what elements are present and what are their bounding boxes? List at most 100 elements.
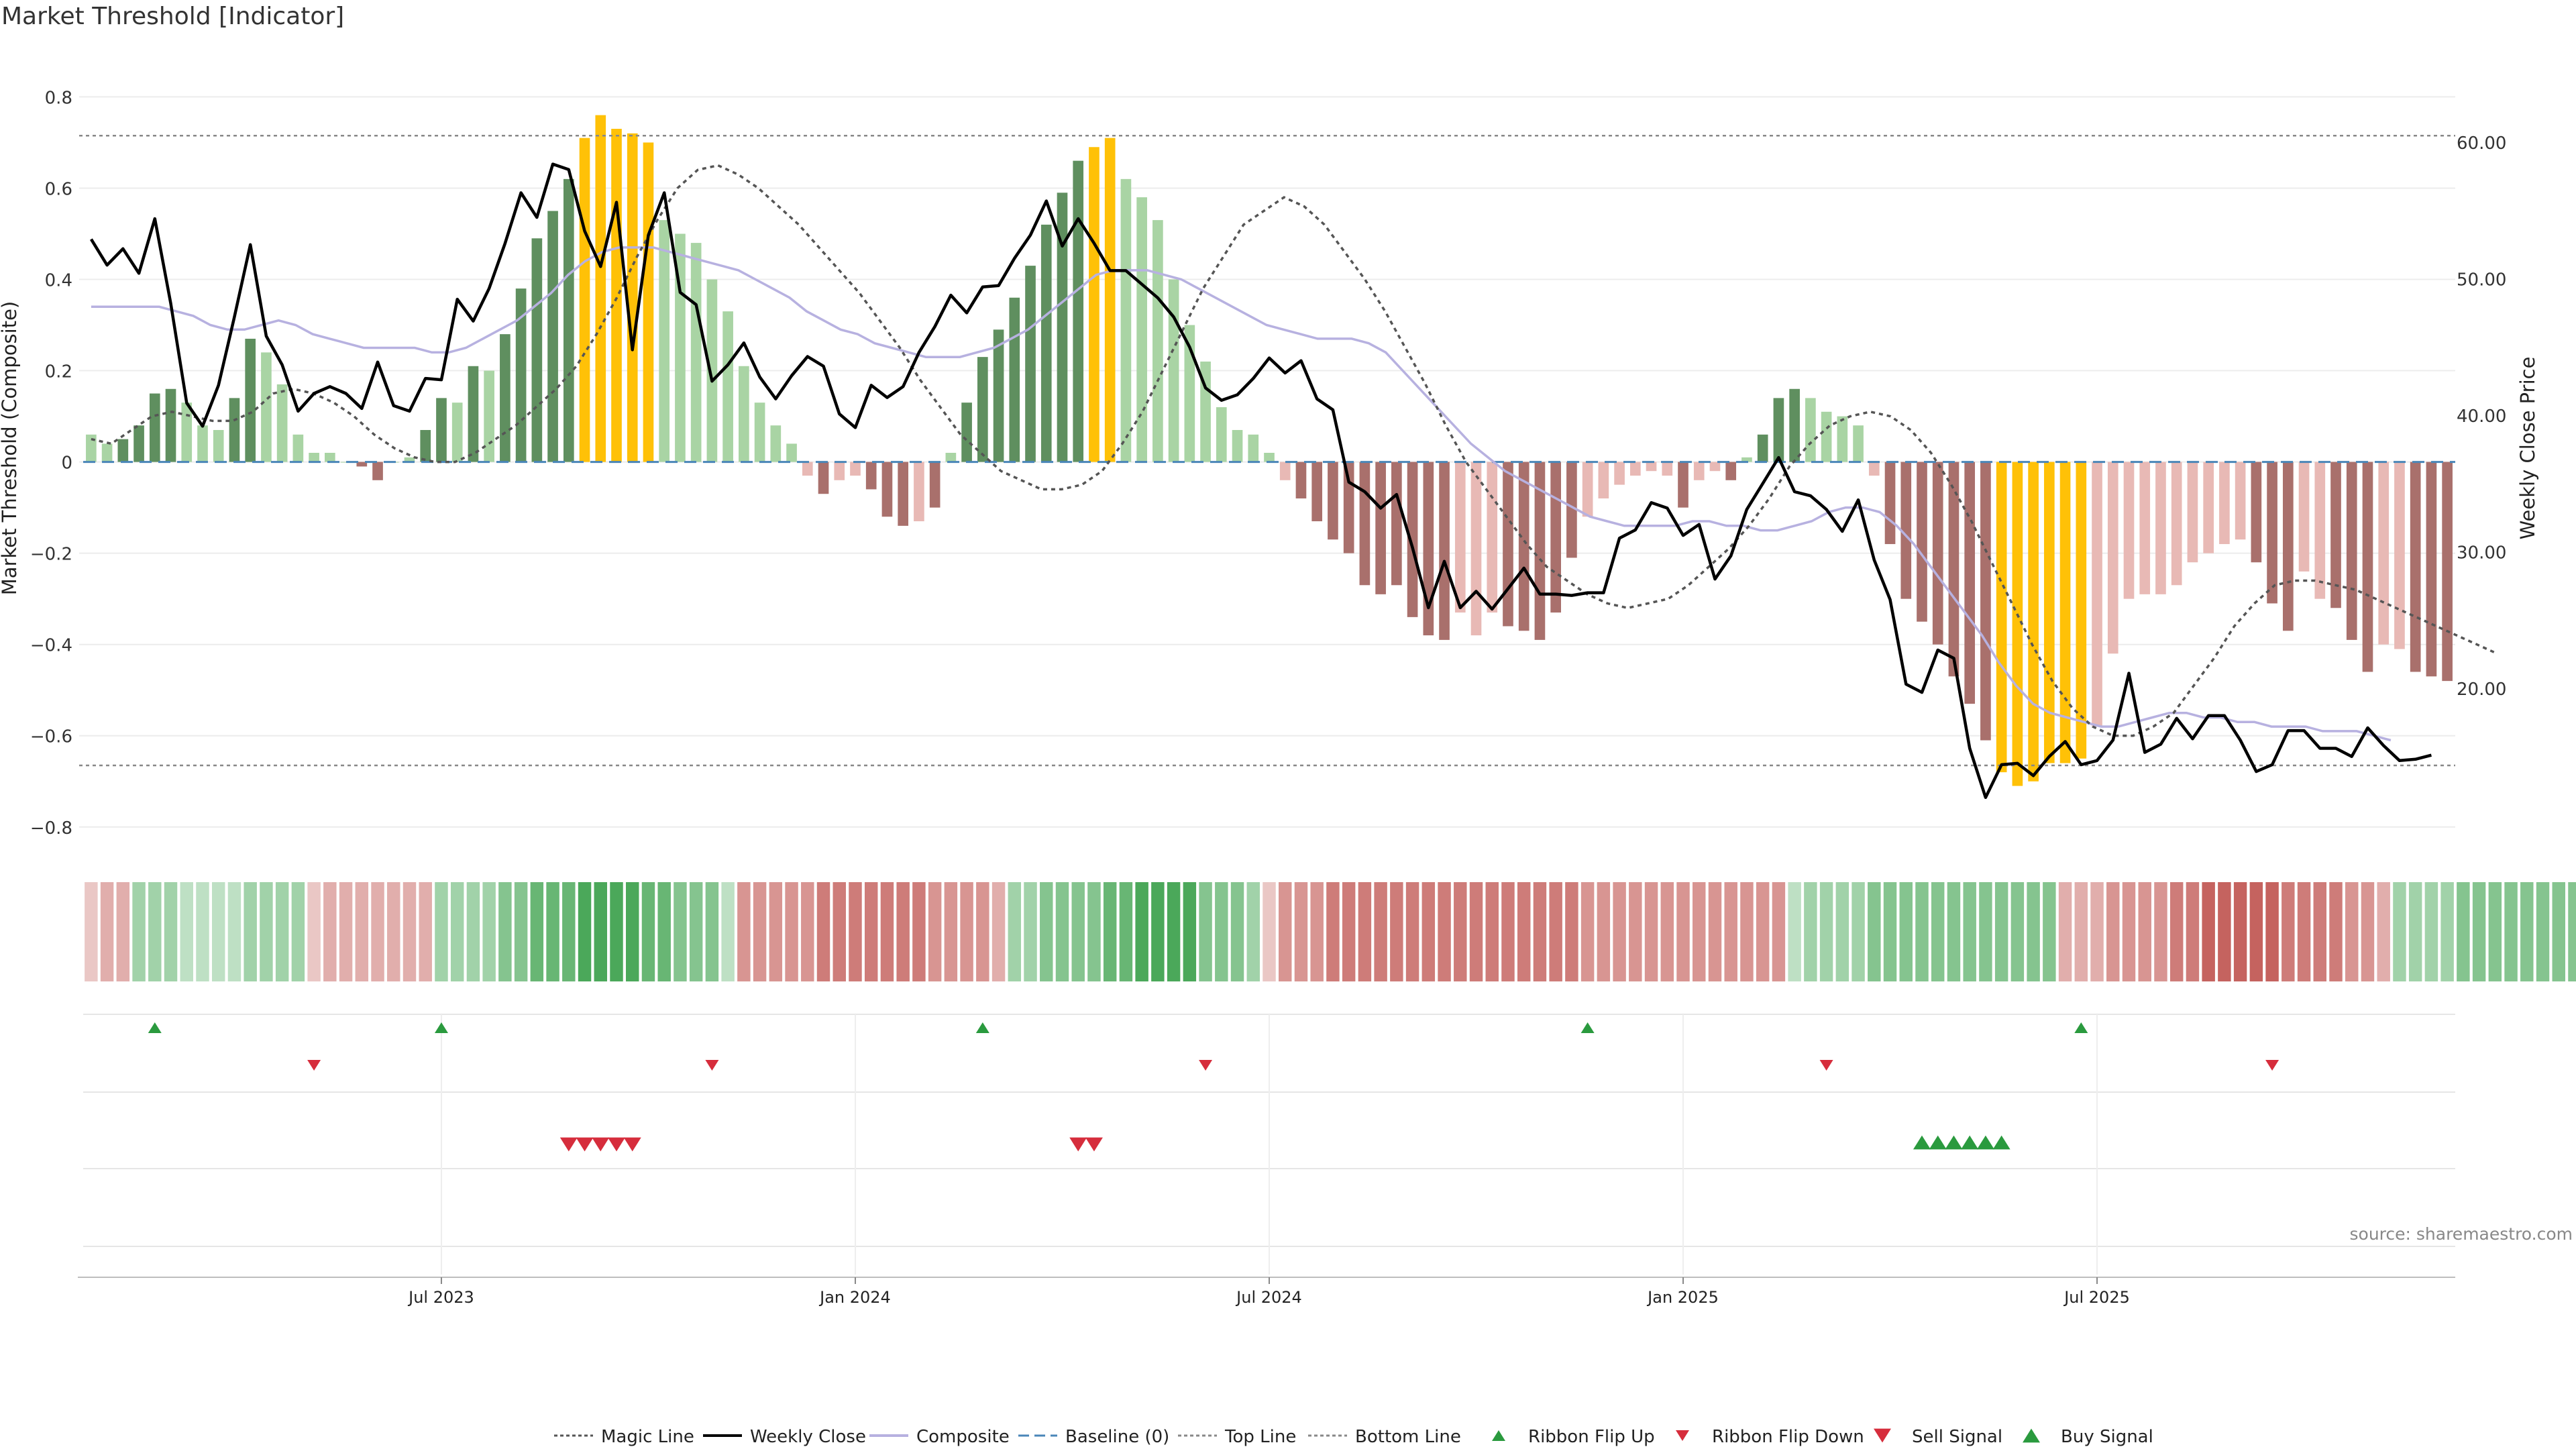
- ribbon-cell: [339, 882, 353, 981]
- buy-signal-marker: [1929, 1135, 1947, 1150]
- composite-bar: [1423, 462, 1434, 636]
- ribbon-cell: [1708, 882, 1722, 981]
- ribbon-flip-down-marker: [705, 1060, 719, 1071]
- ribbon-cell: [1868, 882, 1881, 981]
- composite-bar: [484, 370, 494, 462]
- ribbon-cell: [498, 882, 512, 981]
- ribbon-cell: [721, 882, 735, 981]
- right-tick-label: 30.00: [2457, 543, 2506, 564]
- composite-bar: [292, 434, 304, 462]
- composite-bar: [1487, 462, 1498, 613]
- legend-layer: Magic Line Weekly Close Composite Baseline …: [554, 1427, 2153, 1447]
- ribbon-cell: [1756, 882, 1770, 981]
- ribbon-cell: [1788, 882, 1801, 981]
- ribbon-cell: [2504, 882, 2518, 981]
- ribbon-cell: [1438, 882, 1451, 981]
- ribbon-flip-down-marker: [2265, 1060, 2279, 1071]
- composite-bar: [1232, 429, 1243, 462]
- ribbon-cell: [1040, 882, 1053, 981]
- composite-bar: [1200, 361, 1211, 462]
- legend-swatch: [1874, 1428, 1891, 1443]
- ribbon-cell: [2313, 882, 2327, 981]
- composite-bar: [1693, 462, 1705, 480]
- ribbon-cell: [991, 882, 1006, 981]
- ribbon-cell: [1915, 882, 1929, 981]
- ribbon-cell: [1071, 882, 1085, 981]
- composite-bar: [1168, 279, 1179, 462]
- ribbon-cell: [610, 882, 623, 981]
- ribbon-cell: [211, 882, 225, 981]
- composite-bar: [1057, 193, 1068, 462]
- ribbon-cell: [323, 882, 337, 981]
- composite-bar: [563, 178, 574, 462]
- right-tick-label: 40.00: [2457, 407, 2506, 427]
- composite-bar: [1264, 453, 1275, 462]
- ribbon-flip-up-marker: [2074, 1022, 2088, 1033]
- ribbon-cell: [849, 882, 862, 981]
- composite-bar: [213, 429, 224, 462]
- sell-signal-marker: [623, 1137, 641, 1152]
- ribbon-cell: [689, 882, 703, 981]
- ribbon-cell: [1421, 882, 1436, 981]
- ribbon-flip-up-marker: [1580, 1022, 1595, 1033]
- ribbon-flip-up-marker: [148, 1022, 162, 1033]
- ribbon-cell: [864, 882, 878, 981]
- composite-bar: [1884, 462, 1896, 545]
- sell-signal-marker: [576, 1137, 594, 1152]
- ribbon-cell: [1549, 882, 1562, 981]
- composite-bar: [1964, 462, 1976, 704]
- ribbon-cell: [1740, 882, 1754, 981]
- legend-label: Ribbon Flip Down: [1712, 1427, 1864, 1447]
- composite-bar: [2410, 462, 2421, 672]
- ribbon-cell: [594, 882, 608, 981]
- ribbon-flip-down-marker: [307, 1060, 321, 1071]
- bars-layer: [86, 115, 2453, 786]
- composite-bar: [181, 402, 193, 462]
- composite-bar: [309, 453, 319, 462]
- composite-bar: [706, 279, 718, 462]
- composite-bar: [2251, 462, 2262, 563]
- x-tick-label: Jan 2024: [818, 1288, 891, 1307]
- right-tick-label: 20.00: [2457, 680, 2506, 700]
- composite-bar: [786, 443, 797, 462]
- composite-bar: [2394, 462, 2405, 649]
- ribbon-cell: [196, 882, 209, 981]
- ribbon-cell: [1103, 882, 1117, 981]
- composite-bar: [1614, 462, 1625, 485]
- ribbon-cell: [1851, 882, 1865, 981]
- ribbon-cell: [1994, 882, 2008, 981]
- composite-bar: [770, 425, 782, 462]
- composite-bar: [2282, 462, 2294, 631]
- ribbon-cell: [1804, 882, 1817, 981]
- composite-bar: [1757, 434, 1768, 462]
- composite-bar: [1454, 462, 1466, 613]
- ribbon-cell: [2472, 882, 2486, 981]
- ribbon-cell: [2377, 882, 2390, 981]
- ribbon-cell: [1517, 882, 1531, 981]
- composite-bar: [1917, 462, 1927, 622]
- composite-bar: [722, 311, 733, 462]
- composite-bar: [945, 453, 957, 462]
- composite-bar: [1009, 297, 1020, 462]
- ribbon-cell: [1246, 882, 1260, 981]
- ribbon-cell: [912, 882, 926, 981]
- composite-bar: [675, 233, 686, 462]
- composite-bar: [2203, 462, 2214, 553]
- buy-signal-marker: [1992, 1135, 2010, 1150]
- composite-bar: [1821, 411, 1832, 462]
- ribbon-flip-down-marker: [1819, 1060, 1833, 1071]
- ribbon-cell: [1119, 882, 1133, 981]
- composite-bar: [2235, 462, 2246, 540]
- ribbon-cell: [1358, 882, 1372, 981]
- composite-bar: [229, 398, 240, 462]
- ribbon-cell: [753, 882, 767, 981]
- ribbon-cell: [1565, 882, 1578, 981]
- ribbon-cell: [1215, 882, 1228, 981]
- ribbon-cell: [1899, 882, 1913, 981]
- composite-bar: [2123, 462, 2135, 599]
- ribbon-cell: [1405, 882, 1419, 981]
- composite-bar: [2314, 462, 2326, 599]
- ribbon-cell: [705, 882, 719, 981]
- composite-bar: [1328, 462, 1338, 540]
- composite-bar: [1073, 160, 1084, 462]
